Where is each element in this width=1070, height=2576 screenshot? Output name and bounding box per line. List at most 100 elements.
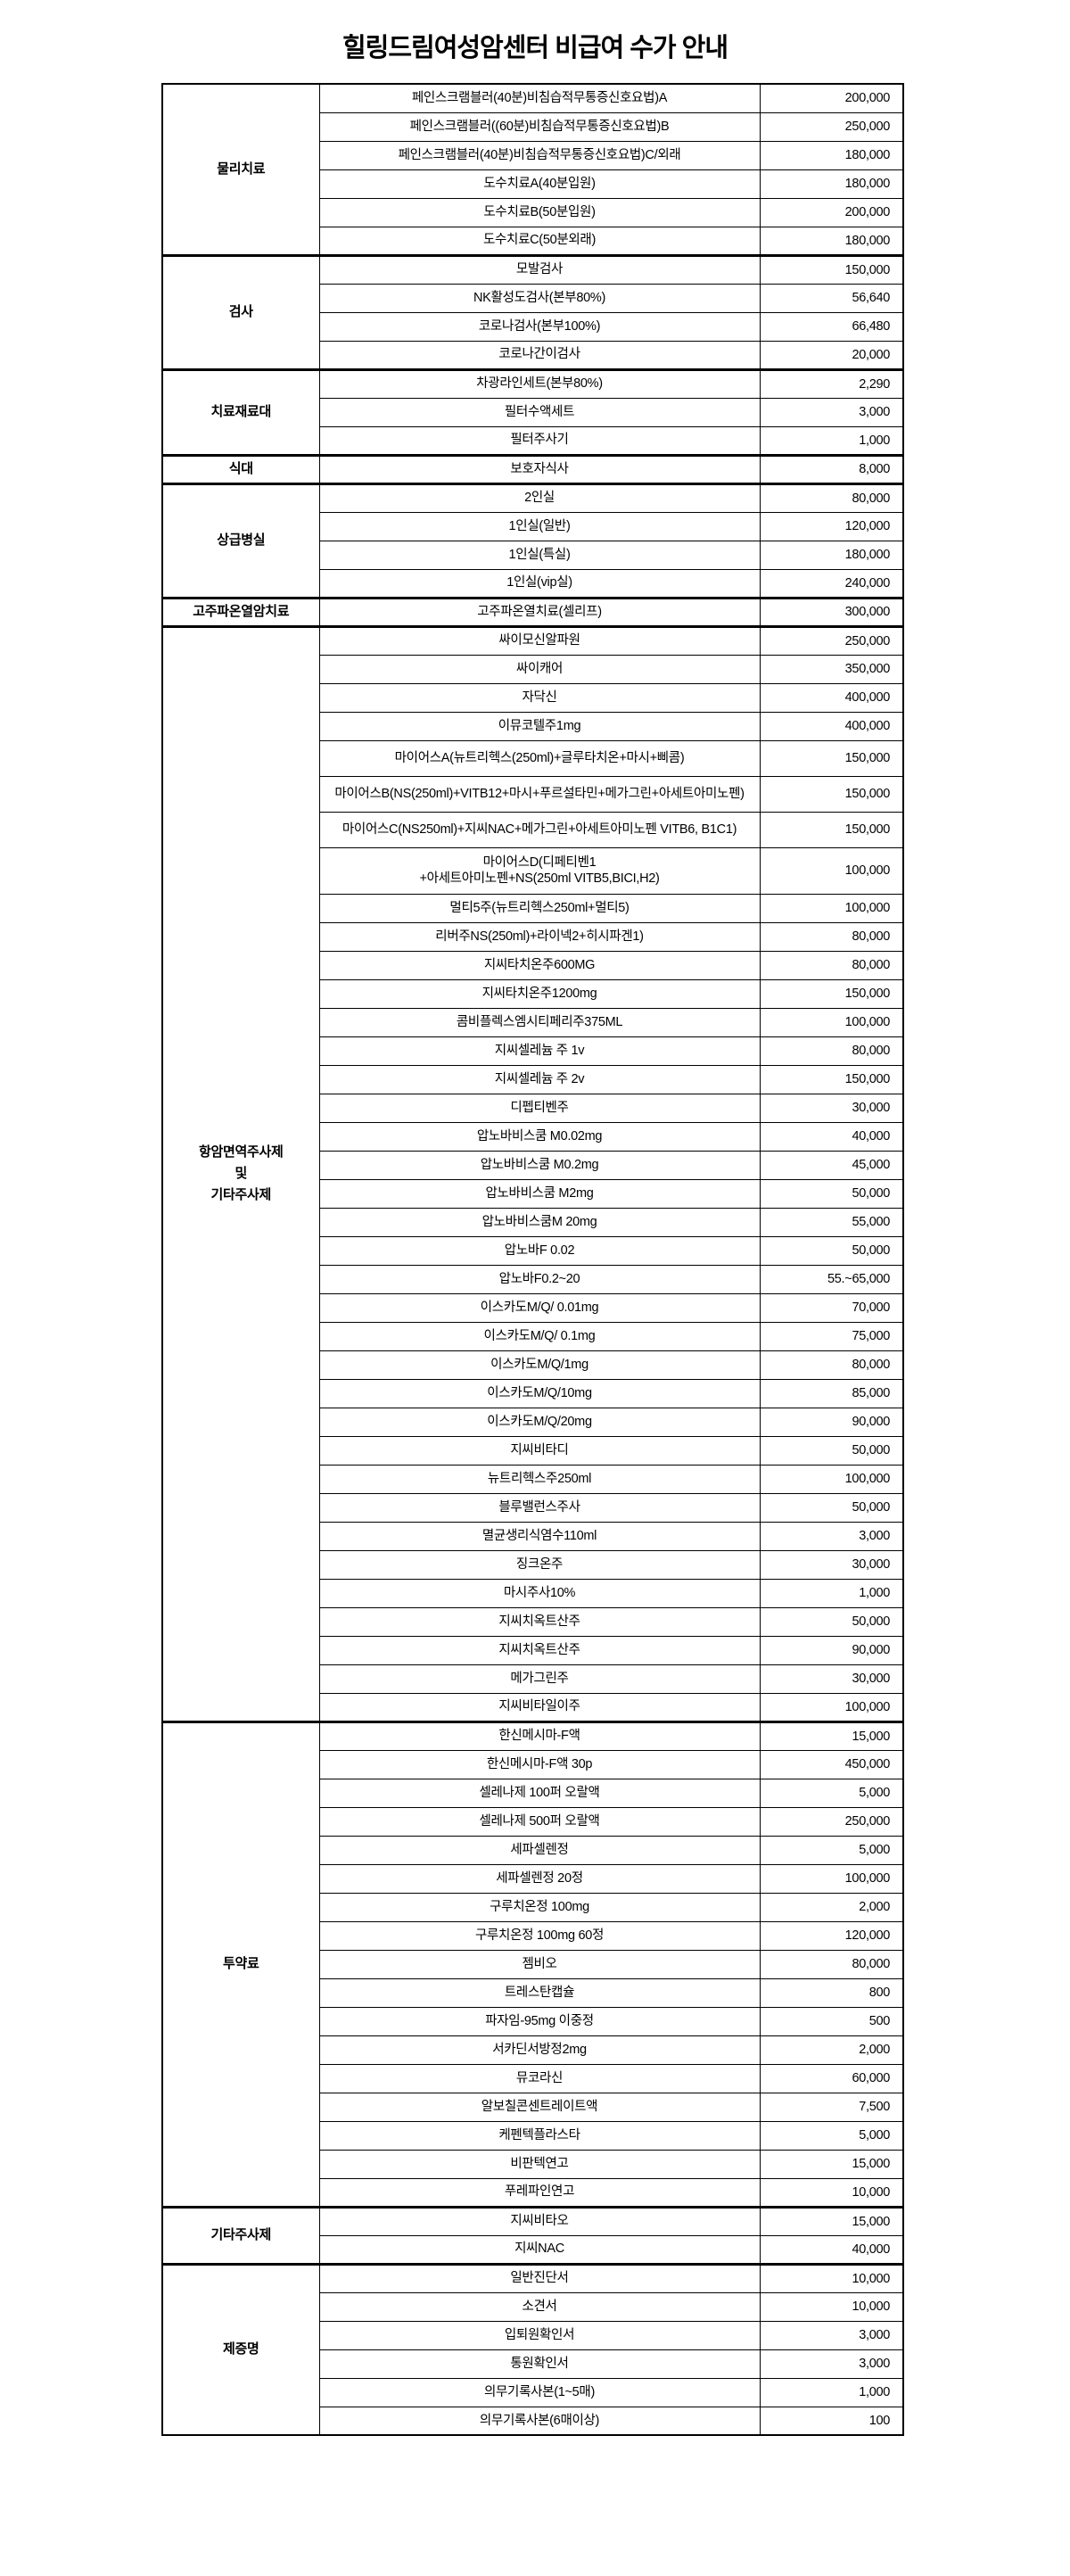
item-name-cell: 이스카도M/Q/20mg: [318, 1407, 761, 1437]
item-name-cell: 콤비플렉스엠시티페리주375ML: [318, 1007, 761, 1037]
item-name-cell: 필터수액세트: [318, 397, 761, 427]
item-name-cell: 압노바비스쿰 M2mg: [318, 1178, 761, 1209]
fee-row: 1인실(일반) 120,000: [162, 511, 904, 541]
fee-row: 기타주사제 지씨비타오 15,000: [161, 2205, 904, 2265]
item-price-cell: 200,000: [759, 197, 904, 227]
fee-row: 압노바비스쿰 M2mg 50,000: [162, 1178, 904, 1209]
item-name-cell: 멸균생리식염수110ml: [318, 1521, 761, 1551]
item-name-cell: 소견서: [318, 2291, 761, 2322]
item-price-cell: 5,000: [759, 1835, 904, 1865]
item-price-cell: 40,000: [759, 1121, 904, 1152]
item-name-cell: 1인실(vip실): [318, 568, 761, 599]
item-name-cell: 블루밸런스주사: [318, 1492, 761, 1523]
item-price-cell: 3,000: [759, 397, 904, 427]
item-price-cell: 150,000: [759, 739, 904, 777]
item-name-cell: 코로나검사(본부100%): [318, 311, 761, 342]
fee-row: 압노바F0.2~20 55.~65,000: [162, 1264, 904, 1294]
fee-row: 이스카도M/Q/20mg 90,000: [162, 1407, 904, 1437]
page-title: 힐링드림여성암센터 비급여 수가 안내: [342, 34, 728, 62]
fee-row: 지씨비타디 50,000: [162, 1435, 904, 1466]
item-price-cell: 350,000: [759, 654, 904, 684]
item-price-cell: 150,000: [759, 978, 904, 1009]
item-name-cell: 지씨치옥트산주: [318, 1635, 761, 1665]
item-name-cell: 셀레나제 100퍼 오랄액: [318, 1778, 761, 1808]
item-name-cell: 차광라인세트(본부80%): [318, 367, 761, 399]
item-name-cell: 도수치료C(50분외래): [318, 226, 761, 256]
fee-table: 물리치료 페인스크램블러(40분)비침습적무통증신호요법)A 200,000 페인스크…: [161, 83, 904, 2436]
item-name-cell: 징크온주: [318, 1549, 761, 1580]
fee-row: 1인실(vip실) 240,000: [162, 568, 904, 599]
item-price-cell: 1,000: [759, 2377, 904, 2407]
fee-row: 도수치료C(50분외래) 180,000: [162, 226, 904, 256]
item-name-cell: 필터주사기: [318, 425, 761, 456]
fee-row: 메가그린주 30,000: [162, 1664, 904, 1694]
item-name-cell: 고주파온열치료(셀리프): [318, 596, 761, 627]
fee-row: 코로나검사(본부100%) 66,480: [162, 311, 904, 342]
item-price-cell: 85,000: [759, 1378, 904, 1408]
item-name-cell: 통원확인서: [318, 2349, 761, 2379]
item-price-cell: 300,000: [759, 596, 904, 627]
fee-row: 멸균생리식염수110ml 3,000: [162, 1521, 904, 1551]
item-name-cell: 의무기록사본(1~5매): [318, 2377, 761, 2407]
item-price-cell: 5,000: [759, 1778, 904, 1808]
item-price-cell: 15,000: [759, 2149, 904, 2179]
fee-row: 1인실(특실) 180,000: [162, 540, 904, 570]
item-price-cell: 10,000: [759, 2291, 904, 2322]
fee-row: 지씨치옥트산주 50,000: [162, 1606, 904, 1637]
item-price-cell: 80,000: [759, 1949, 904, 1979]
item-price-cell: 100,000: [759, 1692, 904, 1722]
item-name-cell: 의무기록사본(6매이상): [318, 2406, 761, 2436]
item-price-cell: 240,000: [759, 568, 904, 599]
item-price-cell: 100,000: [759, 1464, 904, 1494]
fee-row: 셀레나제 500퍼 오랄액 250,000: [162, 1806, 904, 1837]
item-name-cell: 도수치료A(40분입원): [318, 169, 761, 199]
item-name-cell: 압노바비스쿰 M0.02mg: [318, 1121, 761, 1152]
item-name-cell: 싸이캐어: [318, 654, 761, 684]
fee-row: 소견서 10,000: [162, 2291, 904, 2322]
item-price-cell: 80,000: [759, 1036, 904, 1066]
fee-row: 투약료 한신메시마-F액 15,000: [161, 1720, 904, 2208]
item-name-cell: 지씨비타디: [318, 1435, 761, 1466]
fee-row: 한신메시마-F액 30p 450,000: [162, 1749, 904, 1779]
item-name-cell: 뉴트리헥스주250ml: [318, 1464, 761, 1494]
item-price-cell: 1,000: [759, 1578, 904, 1608]
item-name-cell: 이뮤코텔주1mg: [318, 711, 761, 741]
fee-row: 뮤코라신 60,000: [162, 2063, 904, 2093]
category-cell: 제증명: [161, 2262, 320, 2436]
item-price-cell: 10,000: [759, 2262, 904, 2293]
fee-row: 제증명 일반진단서 10,000: [161, 2262, 904, 2436]
fee-row: 푸레파인연고 10,000: [162, 2177, 904, 2208]
category-cell: 검사: [161, 253, 320, 370]
item-name-cell: 파자임-95mg 이중정: [318, 2006, 761, 2036]
category-cell: 식대: [161, 453, 320, 484]
item-name-cell: 마이어스B(NS(250ml)+VITB12+마시+푸르설타민+메가그린+아세트…: [318, 775, 761, 813]
item-price-cell: 100,000: [759, 1863, 904, 1894]
item-price-cell: 2,000: [759, 1892, 904, 1922]
item-name-cell: 자닥신: [318, 682, 761, 713]
item-price-cell: 66,480: [759, 311, 904, 342]
fee-row: 셀레나제 100퍼 오랄액 5,000: [162, 1778, 904, 1808]
item-price-cell: 80,000: [759, 482, 904, 513]
item-price-cell: 250,000: [759, 624, 904, 656]
item-name-cell: 페인스크램블러(40분)비침습적무통증신호요법)C/외래: [318, 140, 761, 170]
fee-row: 이스카도M/Q/1mg 80,000: [162, 1350, 904, 1380]
item-name-cell: 이스카도M/Q/ 0.01mg: [318, 1292, 761, 1323]
item-name-cell: 트레스탄캡슐: [318, 1977, 761, 2008]
item-price-cell: 80,000: [759, 950, 904, 980]
item-name-cell: 푸레파인연고: [318, 2177, 761, 2208]
item-price-cell: 30,000: [759, 1549, 904, 1580]
item-name-cell: 2인실: [318, 482, 761, 513]
item-price-cell: 100,000: [759, 893, 904, 923]
item-name-cell: 세파셀렌정: [318, 1835, 761, 1865]
item-name-cell: 1인실(일반): [318, 511, 761, 541]
item-price-cell: 450,000: [759, 1749, 904, 1779]
category-cell: 항암면역주사제 및 기타주사제: [161, 624, 320, 1722]
item-name-cell: 마시주사10%: [318, 1578, 761, 1608]
item-price-cell: 20,000: [759, 340, 904, 370]
item-price-cell: 150,000: [759, 1064, 904, 1094]
fee-row: 멀티5주(뉴트리헥스250ml+멀티5) 100,000: [162, 893, 904, 923]
fee-row: 자닥신 400,000: [162, 682, 904, 713]
item-name-cell: 지씨타치온주600MG: [318, 950, 761, 980]
item-price-cell: 180,000: [759, 169, 904, 199]
item-price-cell: 56,640: [759, 283, 904, 313]
